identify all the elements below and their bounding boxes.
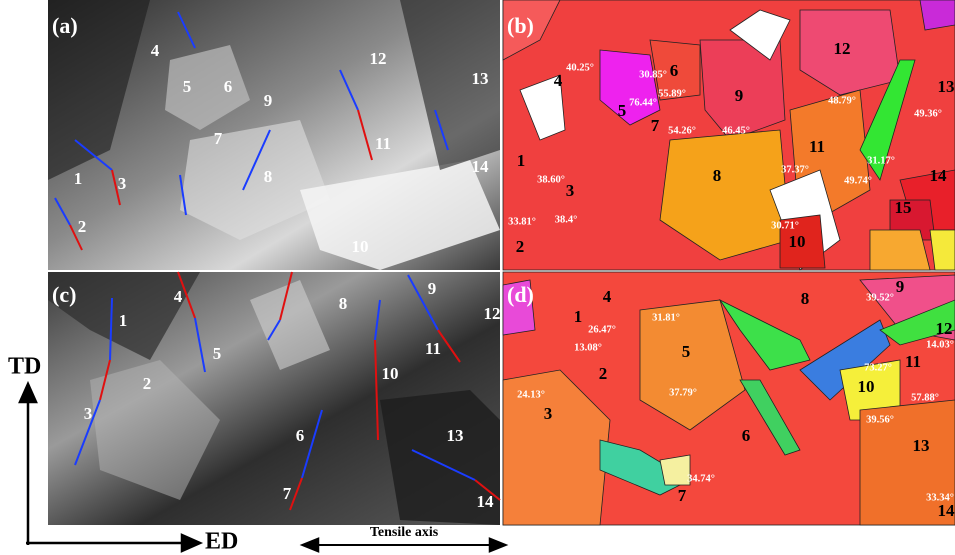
misorientation-angle: 38.60° [537,174,565,185]
panel-label: (b) [507,13,534,38]
misorientation-angle: 55.89° [658,88,686,99]
grain-label: 9 [264,91,273,110]
grain-label: 15 [895,198,912,217]
misorientation-angle: 37.37° [781,164,809,175]
misorientation-angle: 31.17° [867,155,895,166]
grain-label: 10 [789,232,806,251]
grain-label: 9 [896,277,905,296]
grain-label: 12 [936,319,953,338]
grain-label: 4 [151,41,160,60]
td-label: TD [8,354,41,380]
grain-label: 13 [938,77,955,96]
grain-label: 2 [78,217,87,236]
misorientation-angle: 33.81° [508,216,536,227]
grain-label: 4 [174,287,183,306]
misorientation-angle: 33.34° [926,492,954,503]
misorientation-angle: 37.79° [669,387,697,398]
grain-label: 7 [678,486,687,505]
misorientation-angle: 30.85° [639,69,667,80]
grain-label: 11 [425,339,441,358]
panel-label: (d) [507,282,534,307]
grain-label: 1 [74,169,83,188]
misorientation-angle: 73.27° [864,362,892,373]
misorientation-angle: 76.44° [629,97,657,108]
misorientation-angle: 31.81° [652,312,680,323]
grain-label: 6 [224,77,233,96]
grain-label: 1 [119,311,128,330]
grain-label: 10 [352,237,369,256]
grain-label: 10 [382,364,399,383]
grain-label: 11 [375,134,391,153]
panel-c-image [48,272,500,525]
grain-label: 1 [517,151,526,170]
grain-label: 13 [447,426,464,445]
grain-label: 7 [651,116,660,135]
grain-label: 13 [913,436,930,455]
panel-a-image [48,0,500,270]
grain-label: 12 [834,39,851,58]
misorientation-angle: 49.74° [844,175,872,186]
misorientation-angle: 40.25° [566,62,594,73]
grain-label: 2 [143,374,152,393]
grain-label: 13 [472,69,489,88]
panel-label: (c) [52,282,76,307]
grain-label: 2 [516,237,525,256]
figure: TD ED Tensile axis (a)456912137111381421… [0,0,955,555]
grain-label: 14 [938,501,955,520]
grain-label: 5 [618,101,627,120]
grain-label: 6 [742,426,751,445]
grain-label: 1 [574,307,583,326]
ed-label: ED [205,529,238,555]
grain-label: 14 [472,157,490,176]
grain-label: 3 [544,404,553,423]
grain-label: 8 [339,294,348,313]
grain-label: 5 [682,342,691,361]
grain-label: 9 [735,86,744,105]
misorientation-angle: 48.79° [828,95,856,106]
grain-label: 12 [370,49,387,68]
grain-label: 11 [809,137,825,156]
grain-label: 11 [905,352,921,371]
panel-d-image [503,272,955,525]
tensile-label: Tensile axis [370,525,439,540]
misorientation-angle: 46.45° [722,125,750,136]
misorientation-angle: 39.56° [866,414,894,425]
grain-label: 14 [477,492,495,511]
misorientation-angle: 14.03° [926,339,954,350]
misorientation-angle: 26.47° [588,324,616,335]
misorientation-angle: 24.13° [517,389,545,400]
grain-label: 8 [264,167,273,186]
grain-label: 7 [283,484,292,503]
grain-label: 14 [930,166,948,185]
grain-label: 3 [84,404,93,423]
grain-label: 12 [484,304,501,323]
grain-label: 5 [183,77,192,96]
grain-label: 5 [213,344,222,363]
grain-label: 6 [670,61,679,80]
misorientation-angle: 49.36° [914,108,942,119]
grain-label: 3 [566,181,575,200]
grain-label: 8 [713,166,722,185]
misorientation-angle: 39.52° [866,292,894,303]
grain-label: 8 [801,289,810,308]
misorientation-angle: 34.74° [687,473,715,484]
misorientation-angle: 54.26° [668,125,696,136]
grain-label: 4 [603,287,612,306]
misorientation-angle: 30.71° [771,220,799,231]
grain-label: 9 [428,279,437,298]
misorientation-angle: 38.4° [555,214,578,225]
grain-label: 3 [118,174,127,193]
panel-label: (a) [52,13,78,38]
misorientation-angle: 57.88° [911,392,939,403]
grain-label: 6 [296,426,305,445]
grain-label: 4 [554,71,563,90]
grain-label: 7 [214,129,223,148]
misorientation-angle: 13.08° [574,342,602,353]
grain-label: 2 [599,364,608,383]
grain-label: 10 [858,377,875,396]
